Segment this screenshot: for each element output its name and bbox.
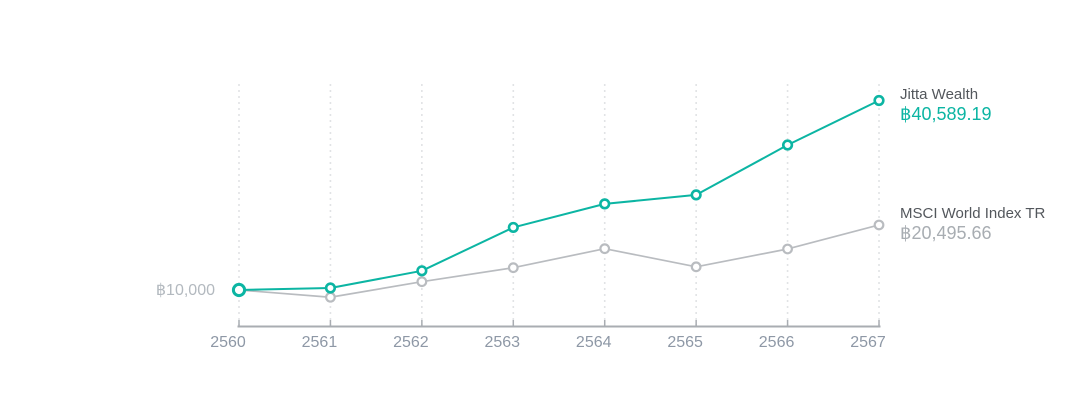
data-point-msci-2562[interactable] xyxy=(416,276,428,288)
legend-jitta-wealth: Jitta Wealth ฿40,589.19 xyxy=(900,86,992,124)
legend-jitta-name: Jitta Wealth xyxy=(900,86,979,103)
x-axis-tick-label: 2566 xyxy=(759,334,795,351)
data-point-jitta-2560[interactable] xyxy=(231,282,247,298)
data-point-jitta-2565[interactable] xyxy=(690,189,702,201)
x-axis-tick-label: 2563 xyxy=(484,334,520,351)
data-point-jitta-2561[interactable] xyxy=(324,282,337,294)
data-point-jitta-2567[interactable] xyxy=(873,94,885,107)
data-point-msci-2561[interactable] xyxy=(325,291,336,303)
x-axis-tick-label: 2565 xyxy=(667,334,703,351)
y-baseline-label: ฿10,000 xyxy=(155,282,215,299)
x-axis-tick-label: 2560 xyxy=(210,334,246,351)
data-point-msci-2566[interactable] xyxy=(782,243,793,255)
series-line-msci xyxy=(238,224,880,299)
x-axis-tick-label: 2567 xyxy=(850,334,886,351)
x-axis-tick-label: 2562 xyxy=(393,334,429,351)
data-point-jitta-2564[interactable] xyxy=(599,198,611,210)
data-point-msci-2565[interactable] xyxy=(690,261,702,273)
data-point-msci-2564[interactable] xyxy=(599,243,611,255)
legend-jitta-value: ฿40,589.19 xyxy=(900,104,992,124)
x-axis-tick-label: 2564 xyxy=(576,334,612,351)
legend-msci-name: MSCI World Index TR xyxy=(900,205,1046,222)
legend-msci-world-index: MSCI World Index TR ฿20,495.66 xyxy=(900,205,1045,243)
data-point-msci-2563[interactable] xyxy=(507,262,519,274)
data-point-msci-2567[interactable] xyxy=(873,219,885,231)
series-line-jitta xyxy=(238,99,881,291)
data-point-jitta-2563[interactable] xyxy=(507,221,519,234)
legend-msci-value: ฿20,495.66 xyxy=(900,223,992,243)
x-axis-tick-label: 2561 xyxy=(302,334,338,351)
data-point-jitta-2562[interactable] xyxy=(416,265,428,277)
data-point-jitta-2566[interactable] xyxy=(781,139,794,151)
